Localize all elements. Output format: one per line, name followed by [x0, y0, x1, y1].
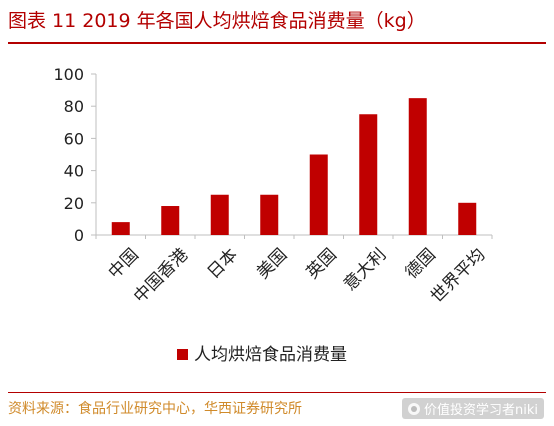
bar	[260, 194, 279, 235]
bar	[359, 114, 378, 235]
bar	[161, 206, 180, 235]
x-tick-label: 美国	[253, 245, 291, 283]
bar	[111, 222, 130, 235]
bar	[210, 194, 229, 235]
x-tick-label: 世界平均	[427, 245, 489, 307]
source-note: 资料来源：食品行业研究中心，华西证券研究所	[8, 401, 302, 417]
watermark-text: 价值投资学习者niki	[424, 403, 538, 418]
x-tick-label: 英国	[303, 245, 341, 283]
y-tick-label: 0	[74, 226, 84, 245]
bar	[309, 154, 328, 235]
title-rule	[8, 42, 546, 44]
y-tick-label: 40	[64, 162, 84, 181]
x-tick-label: 德国	[402, 245, 440, 283]
y-tick-label: 60	[64, 129, 84, 148]
bar	[408, 98, 427, 236]
x-tick-label: 中国	[105, 245, 143, 283]
figure-title: 图表 11 2019 年各国人均烘焙食品消费量（kg）	[8, 10, 426, 32]
footer-rule	[8, 392, 546, 393]
x-tick-label: 日本	[204, 245, 242, 283]
x-tick-label: 中国香港	[130, 245, 192, 307]
y-axis: 0 20 40 60 80 100	[53, 65, 97, 245]
wechat-icon	[408, 402, 420, 415]
bar	[458, 202, 477, 235]
y-tick-label: 100	[53, 65, 84, 84]
y-tick-label: 20	[64, 194, 84, 213]
legend-swatch	[177, 349, 188, 360]
watermark: 价值投资学习者niki	[402, 398, 544, 419]
y-tick-label: 80	[64, 97, 84, 116]
legend: 人均烘焙食品消费量	[177, 345, 347, 365]
x-axis	[95, 234, 493, 239]
legend-label: 人均烘焙食品消费量	[194, 345, 347, 365]
bars	[111, 98, 477, 236]
x-tick-label: 意大利	[340, 245, 390, 295]
